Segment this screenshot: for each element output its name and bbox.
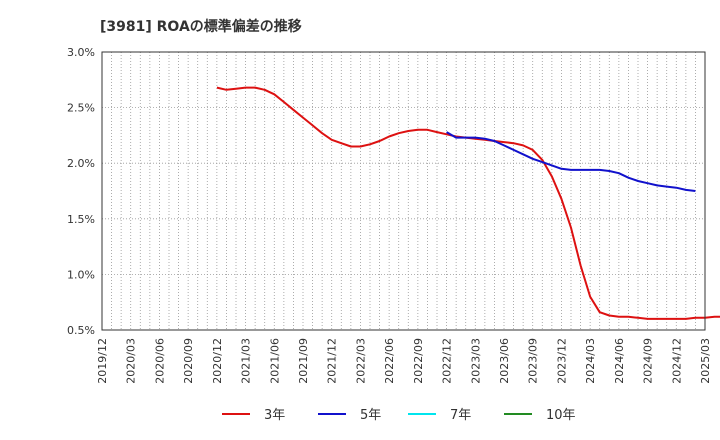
x-tick-label: 2022/03 <box>354 338 367 384</box>
y-tick-label: 1.5% <box>67 213 95 226</box>
x-tick-label: 2020/03 <box>125 338 138 384</box>
x-tick-label: 2022/12 <box>441 338 454 384</box>
y-tick-label: 2.5% <box>67 102 95 115</box>
series-line-5年 <box>446 131 696 192</box>
x-tick-label: 2023/03 <box>469 338 482 384</box>
x-tick-label: 2023/06 <box>498 338 511 384</box>
y-tick-label: 2.0% <box>67 157 95 170</box>
x-tick-label: 2025/03 <box>699 338 712 384</box>
x-tick-label: 2021/06 <box>268 338 281 384</box>
y-tick-label: 1.0% <box>67 268 95 281</box>
x-tick-label: 2021/09 <box>297 338 310 384</box>
x-tick-label: 2023/09 <box>527 338 540 384</box>
chart-title: [3981] ROAの標準偏差の推移 <box>100 18 302 35</box>
x-axis: 2019/12 2020/03 2020/06 2020/09 2020/12 2021/… <box>96 338 712 384</box>
legend-label: 10年 <box>546 408 576 423</box>
legend-label: 5年 <box>360 408 381 423</box>
x-tick-label: 2023/12 <box>555 338 568 384</box>
y-tick-label: 3.0% <box>67 46 95 59</box>
x-tick-label: 2024/12 <box>670 338 683 384</box>
x-tick-label: 2021/03 <box>240 338 253 384</box>
series-lines <box>216 86 720 320</box>
x-tick-label: 2021/12 <box>326 338 339 384</box>
plot-frame <box>101 51 706 331</box>
legend-label: 3年 <box>264 408 285 423</box>
x-tick-label: 2024/03 <box>584 338 597 384</box>
y-tick-label: 0.5% <box>67 324 95 337</box>
legend-label: 7年 <box>450 408 471 423</box>
x-tick-label: 2024/06 <box>613 338 626 384</box>
x-tick-label: 2020/06 <box>153 338 166 384</box>
x-tick-label: 2019/12 <box>96 338 109 384</box>
x-tick-label: 2020/09 <box>182 338 195 384</box>
y-axis: 0.5% 1.0% 1.5% 2.0% 2.5% 3.0% <box>67 46 95 337</box>
x-tick-label: 2022/06 <box>383 338 396 384</box>
x-tick-label: 2020/12 <box>211 338 224 384</box>
legend: 3年 5年 7年 10年 <box>222 408 576 423</box>
x-tick-label: 2024/09 <box>642 338 655 384</box>
grid <box>102 52 705 330</box>
x-tick-label: 2022/09 <box>412 338 425 384</box>
plot-area <box>102 52 705 330</box>
